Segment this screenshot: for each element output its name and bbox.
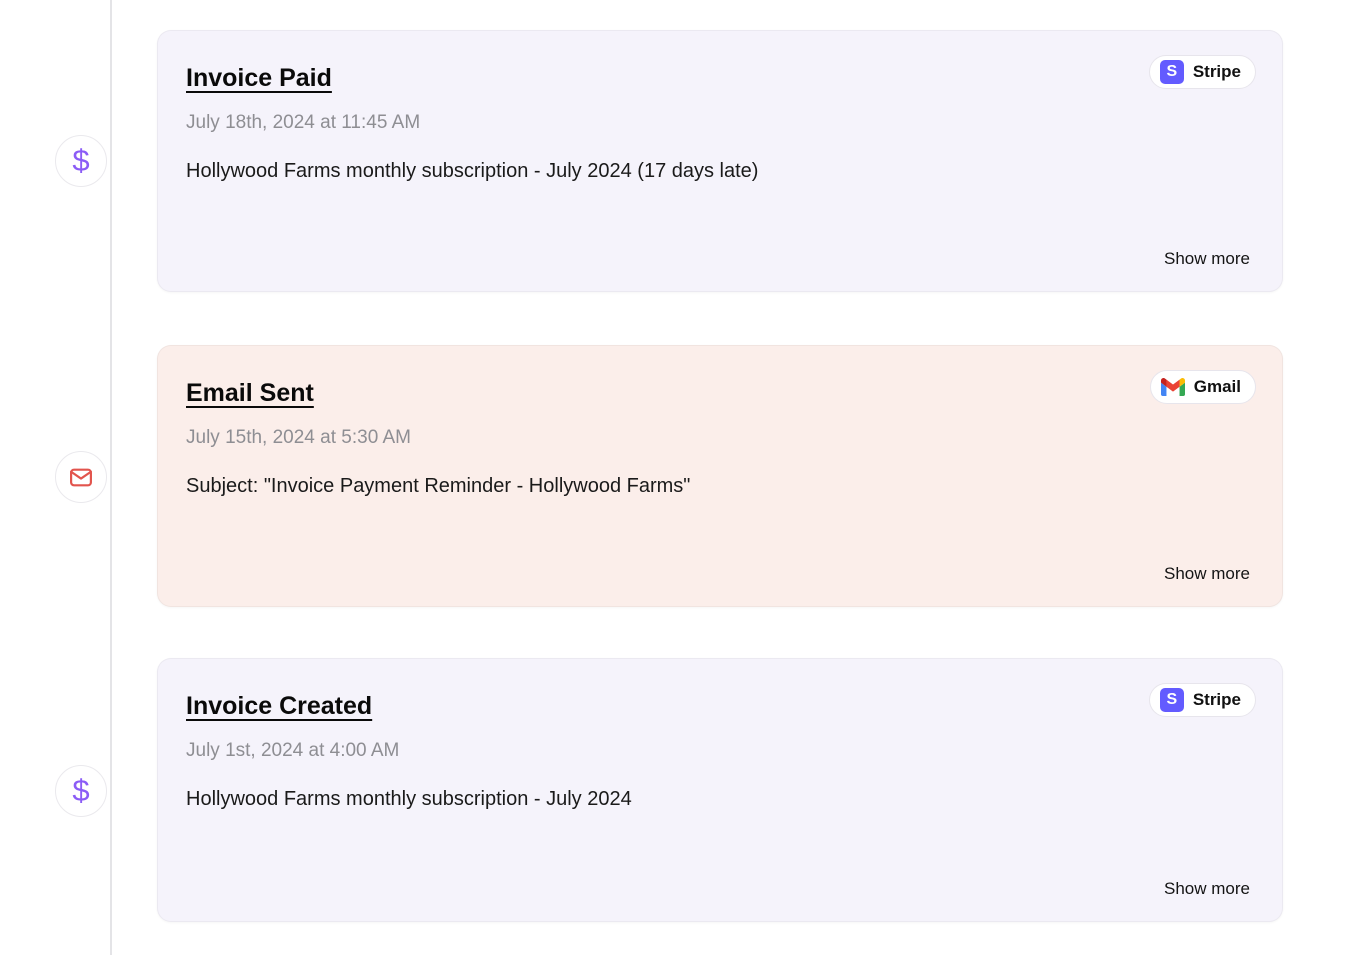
event-timestamp: July 15th, 2024 at 5:30 AM (186, 427, 411, 448)
dollar-icon: $ (72, 772, 90, 808)
source-badge-stripe: S Stripe (1148, 55, 1256, 89)
timeline-marker-invoice-created: $ (55, 765, 107, 817)
event-card-email-sent: Gmail Email Sent July 15th, 2024 at 5:30… (157, 345, 1283, 607)
source-badge-gmail: Gmail (1149, 370, 1256, 404)
source-badge-stripe: S Stripe (1148, 683, 1256, 717)
source-badge-label: Stripe (1192, 62, 1241, 81)
event-timestamp: July 18th, 2024 at 11:45 AM (186, 112, 421, 133)
event-title-link[interactable]: Invoice Paid (186, 64, 332, 92)
timeline-line (110, 0, 112, 955)
timeline-marker-invoice-paid: $ (55, 135, 107, 187)
event-description: Subject: "Invoice Payment Reminder - Hol… (186, 475, 691, 497)
event-title-link[interactable]: Invoice Created (186, 692, 373, 720)
stripe-icon: S (1159, 688, 1184, 712)
event-timestamp: July 1st, 2024 at 4:00 AM (186, 740, 400, 761)
event-card-invoice-created: S Stripe Invoice Created July 1st, 2024 … (157, 658, 1283, 922)
gmail-icon (1160, 378, 1185, 396)
show-more-button[interactable]: Show more (1164, 879, 1250, 898)
event-card-invoice-paid: S Stripe Invoice Paid July 18th, 2024 at… (157, 30, 1283, 292)
source-badge-label: Gmail (1193, 377, 1241, 396)
timeline-marker-email-sent (55, 451, 107, 503)
show-more-button[interactable]: Show more (1164, 564, 1250, 583)
mail-icon (66, 465, 96, 490)
source-badge-label: Stripe (1192, 690, 1241, 709)
dollar-icon: $ (72, 142, 90, 178)
event-description: Hollywood Farms monthly subscription - J… (186, 788, 632, 810)
show-more-button[interactable]: Show more (1164, 249, 1250, 268)
event-title-link[interactable]: Email Sent (186, 379, 314, 407)
event-description: Hollywood Farms monthly subscription - J… (186, 160, 759, 182)
stripe-icon: S (1159, 60, 1184, 84)
